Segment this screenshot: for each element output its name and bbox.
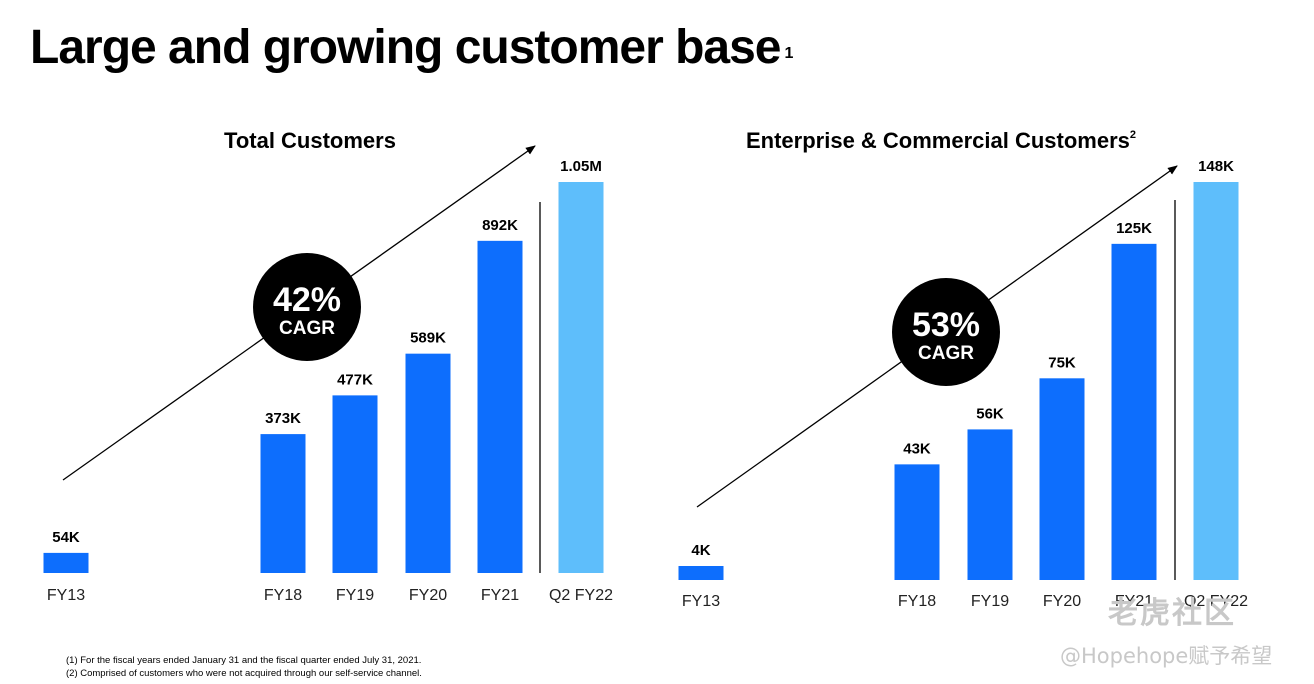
x-tick-label: FY18 xyxy=(264,587,302,604)
cagr-badge-label: CAGR xyxy=(279,318,335,339)
bar-fy18 xyxy=(260,434,306,573)
page-title: Large and growing customer base 1 xyxy=(30,18,793,78)
bar-q2-fy22 xyxy=(558,182,604,573)
x-tick-label: Q2 FY22 xyxy=(1184,593,1248,610)
x-tick-label: FY18 xyxy=(898,593,936,610)
footnotes: (1) For the fiscal years ended January 3… xyxy=(66,654,422,680)
x-tick-label: FY20 xyxy=(409,587,447,604)
bar-fy19 xyxy=(332,395,378,573)
cagr-badge-label: CAGR xyxy=(918,343,974,364)
total-customers-chart: Total Customers 54K FY13 373K FY18 477K FY19 58… xyxy=(43,128,613,604)
cagr-badge xyxy=(892,278,1000,386)
bar-fy13 xyxy=(678,566,724,580)
bar-fy21 xyxy=(1111,243,1157,580)
bar-q2-fy22 xyxy=(1193,182,1239,580)
bar-value-label: 148K xyxy=(1198,158,1234,175)
chart-title-footnote-ref: 2 xyxy=(1130,129,1136,141)
cagr-badge-value: 53% xyxy=(912,306,980,344)
bar-value-label: 1.05M xyxy=(560,158,602,175)
bar-value-label: 43K xyxy=(903,440,931,457)
bar-fy21 xyxy=(477,240,523,574)
x-tick-label: FY19 xyxy=(971,593,1009,610)
bar-value-label: 4K xyxy=(691,542,710,559)
footnote-2: (2) Comprised of customers who were not … xyxy=(66,668,422,679)
chart-title: Enterprise & Commercial Customers2 xyxy=(746,128,1136,153)
bar-value-label: 892K xyxy=(482,217,518,234)
x-tick-label: FY21 xyxy=(1115,593,1153,610)
cagr-badge xyxy=(253,253,361,361)
enterprise-commercial-customers-chart: Enterprise & Commercial Customers2 4K FY13… xyxy=(678,128,1248,610)
page-title-footnote-ref: 1 xyxy=(784,45,794,62)
bar-value-label: 477K xyxy=(337,371,373,388)
bar-value-label: 54K xyxy=(52,529,80,546)
x-tick-label: FY13 xyxy=(47,587,85,604)
bar-value-label: 75K xyxy=(1048,354,1076,371)
bar-value-label: 373K xyxy=(265,410,301,427)
bar-fy18 xyxy=(894,464,940,580)
bar-fy19 xyxy=(967,429,1013,580)
chart-title: Total Customers xyxy=(224,128,396,153)
bar-fy13 xyxy=(43,552,89,573)
watermark-handle: @Hopehope赋予希望 xyxy=(1060,644,1273,668)
bar-fy20 xyxy=(1039,378,1085,580)
footnote-1: (1) For the fiscal years ended January 3… xyxy=(66,655,422,666)
x-tick-label: Q2 FY22 xyxy=(549,587,613,604)
bar-value-label: 56K xyxy=(976,405,1004,422)
bar-value-label: 125K xyxy=(1116,220,1152,237)
x-tick-label: FY20 xyxy=(1043,593,1081,610)
x-tick-label: FY13 xyxy=(682,593,720,610)
x-tick-label: FY21 xyxy=(481,587,519,604)
bar-fy20 xyxy=(405,353,451,573)
x-tick-label: FY19 xyxy=(336,587,374,604)
cagr-badge-value: 42% xyxy=(273,281,341,319)
page-title-text: Large and growing customer base xyxy=(30,21,781,74)
bar-value-label: 589K xyxy=(410,330,446,347)
